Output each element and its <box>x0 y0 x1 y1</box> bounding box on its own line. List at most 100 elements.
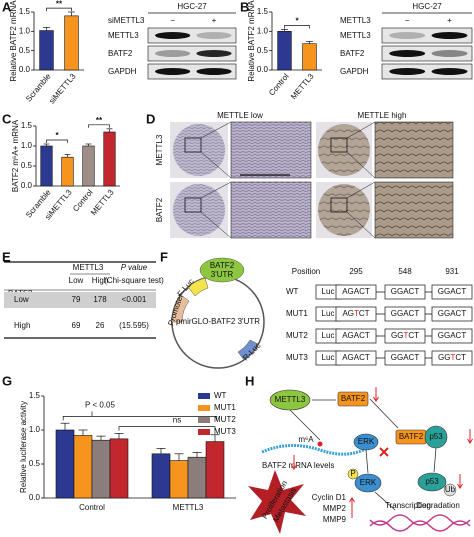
phospho <box>347 468 359 480</box>
lane-label: + <box>447 16 452 25</box>
band-label: GAPDH <box>340 67 369 76</box>
y-axis-label: BATF2 m⁶A+ mRNA <box>11 119 20 192</box>
lane-label: − <box>405 16 410 25</box>
bar <box>103 131 116 187</box>
trend-arrow <box>457 474 463 489</box>
seq-part: GGACT <box>438 331 467 340</box>
y-tick-label: 1.5 <box>19 7 31 16</box>
arrow <box>374 491 396 511</box>
site-seq: GGACT <box>438 287 467 296</box>
ihc-zoom <box>374 181 454 239</box>
significance: ** <box>96 116 103 125</box>
zoom-line <box>200 211 232 239</box>
site-box <box>384 350 426 366</box>
band <box>389 32 426 39</box>
site-seq: GGTCT <box>438 353 466 362</box>
significance: ** <box>56 0 63 8</box>
construct-header: 931 <box>445 267 459 276</box>
y-tick-label: 0.0 <box>21 181 33 190</box>
bar <box>169 460 189 499</box>
luc-label: Luc <box>322 353 335 362</box>
seq-part: GG <box>391 331 403 340</box>
legend-swatch <box>198 405 210 411</box>
annotation: P < 0.05 <box>85 401 115 410</box>
site-box <box>431 284 473 300</box>
insert <box>199 257 245 283</box>
significance-bracket <box>88 124 110 128</box>
y-tick-label: 1.5 <box>257 7 269 16</box>
zoom-line <box>346 151 376 179</box>
x-tick-label: Control <box>267 72 291 98</box>
ihc-row: BATF2 <box>155 197 164 222</box>
node-erk-p <box>354 473 382 493</box>
seq-part: AG <box>342 309 354 318</box>
node-label: Ub <box>445 485 456 494</box>
cross <box>379 447 389 457</box>
label: m⁶A <box>298 435 314 444</box>
significance-bracket <box>62 411 218 421</box>
construct-header: 548 <box>398 267 412 276</box>
table-header: METTL3 <box>73 263 104 272</box>
treatment: METTL3 <box>340 16 371 25</box>
y-tick-label: 0.5 <box>21 161 33 170</box>
panel-label: D <box>146 111 155 126</box>
x-tick-label: METTL3 <box>289 71 316 101</box>
blot-box <box>381 45 473 62</box>
site-seq: AGACT <box>342 331 370 340</box>
zoom-line <box>200 181 232 199</box>
band <box>155 68 191 75</box>
error-bar <box>60 422 70 430</box>
band-label: BATF2 <box>108 49 133 58</box>
band <box>196 32 232 39</box>
treatment: siMETTL3 <box>108 16 145 25</box>
bar <box>61 156 74 187</box>
ihc-core <box>173 184 225 236</box>
error-bar <box>43 27 50 31</box>
seq-part: AGACT <box>342 287 370 296</box>
plasmid-name: pmirGLO-BATF2 3'UTR <box>176 317 260 326</box>
panel-label: F <box>160 249 168 264</box>
y-tick-label: 1.0 <box>29 425 41 434</box>
table-cell: Low <box>14 295 29 304</box>
table-cell: 178 <box>93 295 107 304</box>
y-tick-label: 1.5 <box>21 121 33 130</box>
error-bar <box>306 41 313 44</box>
error-bar <box>106 128 113 132</box>
error-bar <box>64 154 71 158</box>
node-batf2 <box>337 391 369 407</box>
insert-label: BATF2 <box>210 261 235 270</box>
ihc-zoom <box>374 121 454 179</box>
panel-label: E <box>2 249 11 264</box>
site-box <box>335 306 377 322</box>
legend-label: WT <box>214 391 227 400</box>
seq-part: CT <box>408 331 419 340</box>
error-bar <box>174 453 184 461</box>
ihc-zoom-box <box>184 137 202 153</box>
bar <box>40 145 53 187</box>
site-box <box>335 284 377 300</box>
seq-part: GG <box>438 353 450 362</box>
row-shade <box>4 292 156 308</box>
site-box <box>431 350 473 366</box>
band <box>431 50 468 57</box>
blot-box <box>381 27 473 44</box>
target: MMP2 <box>323 504 347 513</box>
y-axis-label: Relative BATF2 mRNA <box>9 0 18 82</box>
node-label: p53 <box>429 432 443 441</box>
band <box>431 68 468 75</box>
ihc-row: METTL3 <box>155 134 164 165</box>
seq-part: GGACT <box>438 309 467 318</box>
table-header: (Chi-square test) <box>104 276 164 285</box>
table-header: Low <box>69 276 84 285</box>
error-bar <box>96 435 106 441</box>
seq-part: AGACT <box>342 331 370 340</box>
target: MMP9 <box>323 515 347 524</box>
bar <box>205 441 225 499</box>
legend-swatch <box>198 393 210 399</box>
zoom-line <box>346 211 376 239</box>
seq-part: CT <box>359 309 370 318</box>
table-cell: (15.595) <box>119 321 149 330</box>
seq-part: T <box>354 309 359 318</box>
band <box>389 50 426 57</box>
node-label: ERK <box>360 478 377 487</box>
